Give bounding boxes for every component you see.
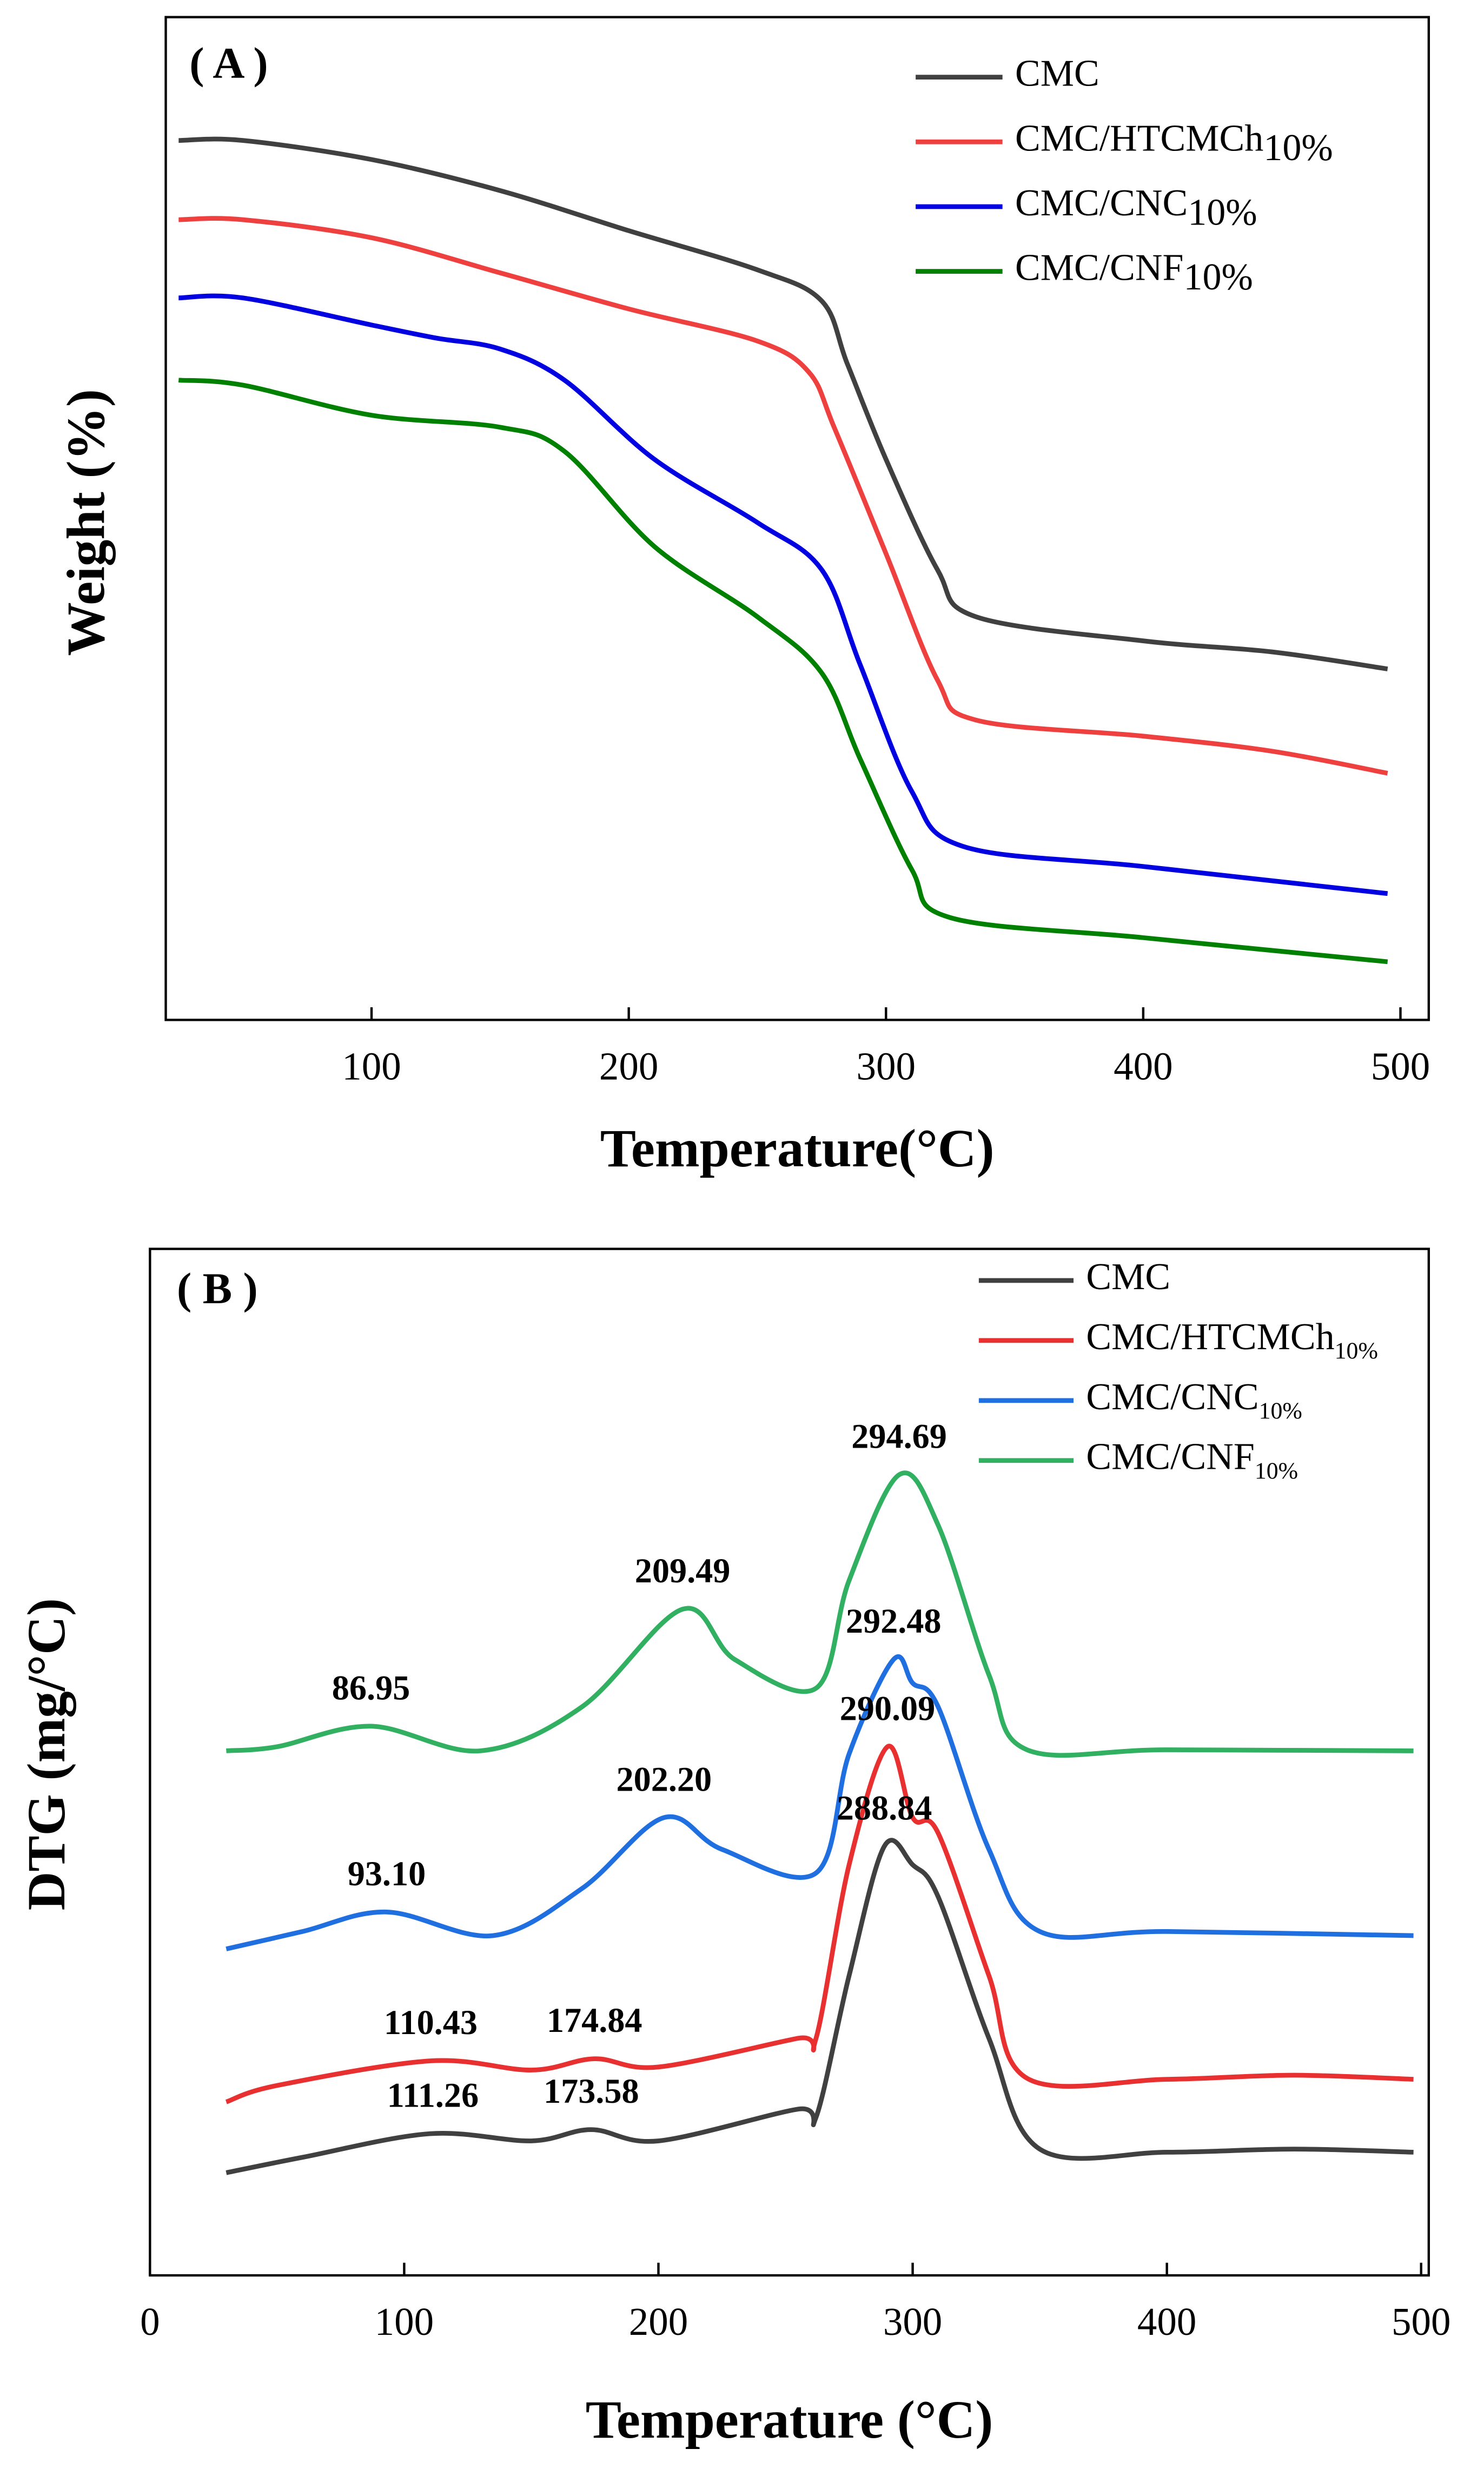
x-tick-label: 400 — [1114, 1044, 1172, 1088]
legend-label: CMC/CNF10% — [1086, 1436, 1298, 1484]
x-tick-label: 300 — [857, 1044, 916, 1088]
series-line — [226, 1654, 1414, 1951]
peak-label: 111.26 — [387, 2076, 479, 2115]
series-line — [225, 1744, 1414, 2104]
series-line — [178, 136, 1388, 671]
y-axis-label: DTG (mg/°C) — [17, 1598, 76, 1910]
peak-label: 202.20 — [617, 1760, 712, 1798]
x-tick-label: 100 — [342, 1044, 401, 1088]
legend-label: CMC/HTCMCh10% — [1086, 1316, 1378, 1364]
x-tick-label: 500 — [1392, 2300, 1450, 2344]
peak-label: 209.49 — [635, 1552, 731, 1590]
peak-label: 292.48 — [846, 1602, 942, 1640]
panel-title: ( A ) — [189, 38, 268, 88]
series-line — [178, 216, 1388, 776]
legend-subscript: 10% — [1259, 1398, 1302, 1424]
x-tick-label: 100 — [375, 2300, 434, 2344]
x-tick-label: 400 — [1137, 2300, 1196, 2344]
peak-label: 174.84 — [547, 2001, 642, 2039]
plot-frame — [164, 16, 1430, 1021]
peak-label: 93.10 — [348, 1854, 426, 1893]
legend-label: CMC/CNC10% — [1086, 1376, 1302, 1424]
legend-subscript: 10% — [1335, 1338, 1378, 1364]
legend-label: CMC — [1015, 53, 1099, 95]
panel-title: ( B ) — [177, 1264, 258, 1313]
legend-subscript: 10% — [1188, 192, 1257, 234]
legend-name: CMC/CNF — [1015, 247, 1183, 289]
legend-label: CMC — [1086, 1256, 1170, 1298]
x-axis-label: Temperature (°C) — [586, 2391, 993, 2450]
series-line — [226, 1838, 1414, 2175]
legend-subscript: 10% — [1263, 127, 1333, 169]
legend-name: CMC/CNC — [1015, 182, 1188, 224]
x-tick-label: 200 — [599, 1044, 658, 1088]
series-line — [226, 1470, 1414, 1758]
legend-subscript: 10% — [1255, 1458, 1298, 1484]
x-tick-label: 500 — [1371, 1044, 1430, 1088]
legend-name: CMC/CNF — [1086, 1436, 1254, 1478]
legend-subscript: 10% — [1183, 256, 1253, 298]
legend-name: CMC/CNC — [1086, 1376, 1258, 1418]
peak-label: 290.09 — [840, 1689, 936, 1727]
x-tick-label: 0 — [140, 2300, 160, 2344]
peak-label: 173.58 — [544, 2072, 639, 2110]
x-tick-label: 300 — [883, 2300, 942, 2344]
legend-label: CMC/HTCMCh10% — [1015, 117, 1333, 169]
legend-label: CMC/CNF10% — [1015, 247, 1253, 299]
series-line — [178, 378, 1388, 965]
peak-label: 110.43 — [384, 2003, 478, 2042]
x-axis-label: Temperature(°C) — [600, 1119, 995, 1178]
peak-label: 288.84 — [837, 1788, 932, 1827]
peak-label: 294.69 — [851, 1417, 947, 1456]
plot-frame — [149, 1247, 1430, 2277]
legend-name: CMC — [1086, 1256, 1170, 1298]
legend-name: CMC — [1015, 53, 1099, 95]
legend-name: CMC/HTCMCh — [1086, 1316, 1334, 1358]
legend-name: CMC/HTCMCh — [1015, 117, 1263, 159]
y-axis-label: Weight (%) — [57, 389, 116, 656]
series-line — [178, 293, 1388, 896]
x-tick-label: 200 — [629, 2300, 688, 2344]
peak-label: 86.95 — [332, 1668, 410, 1707]
legend-label: CMC/CNC10% — [1015, 182, 1257, 234]
